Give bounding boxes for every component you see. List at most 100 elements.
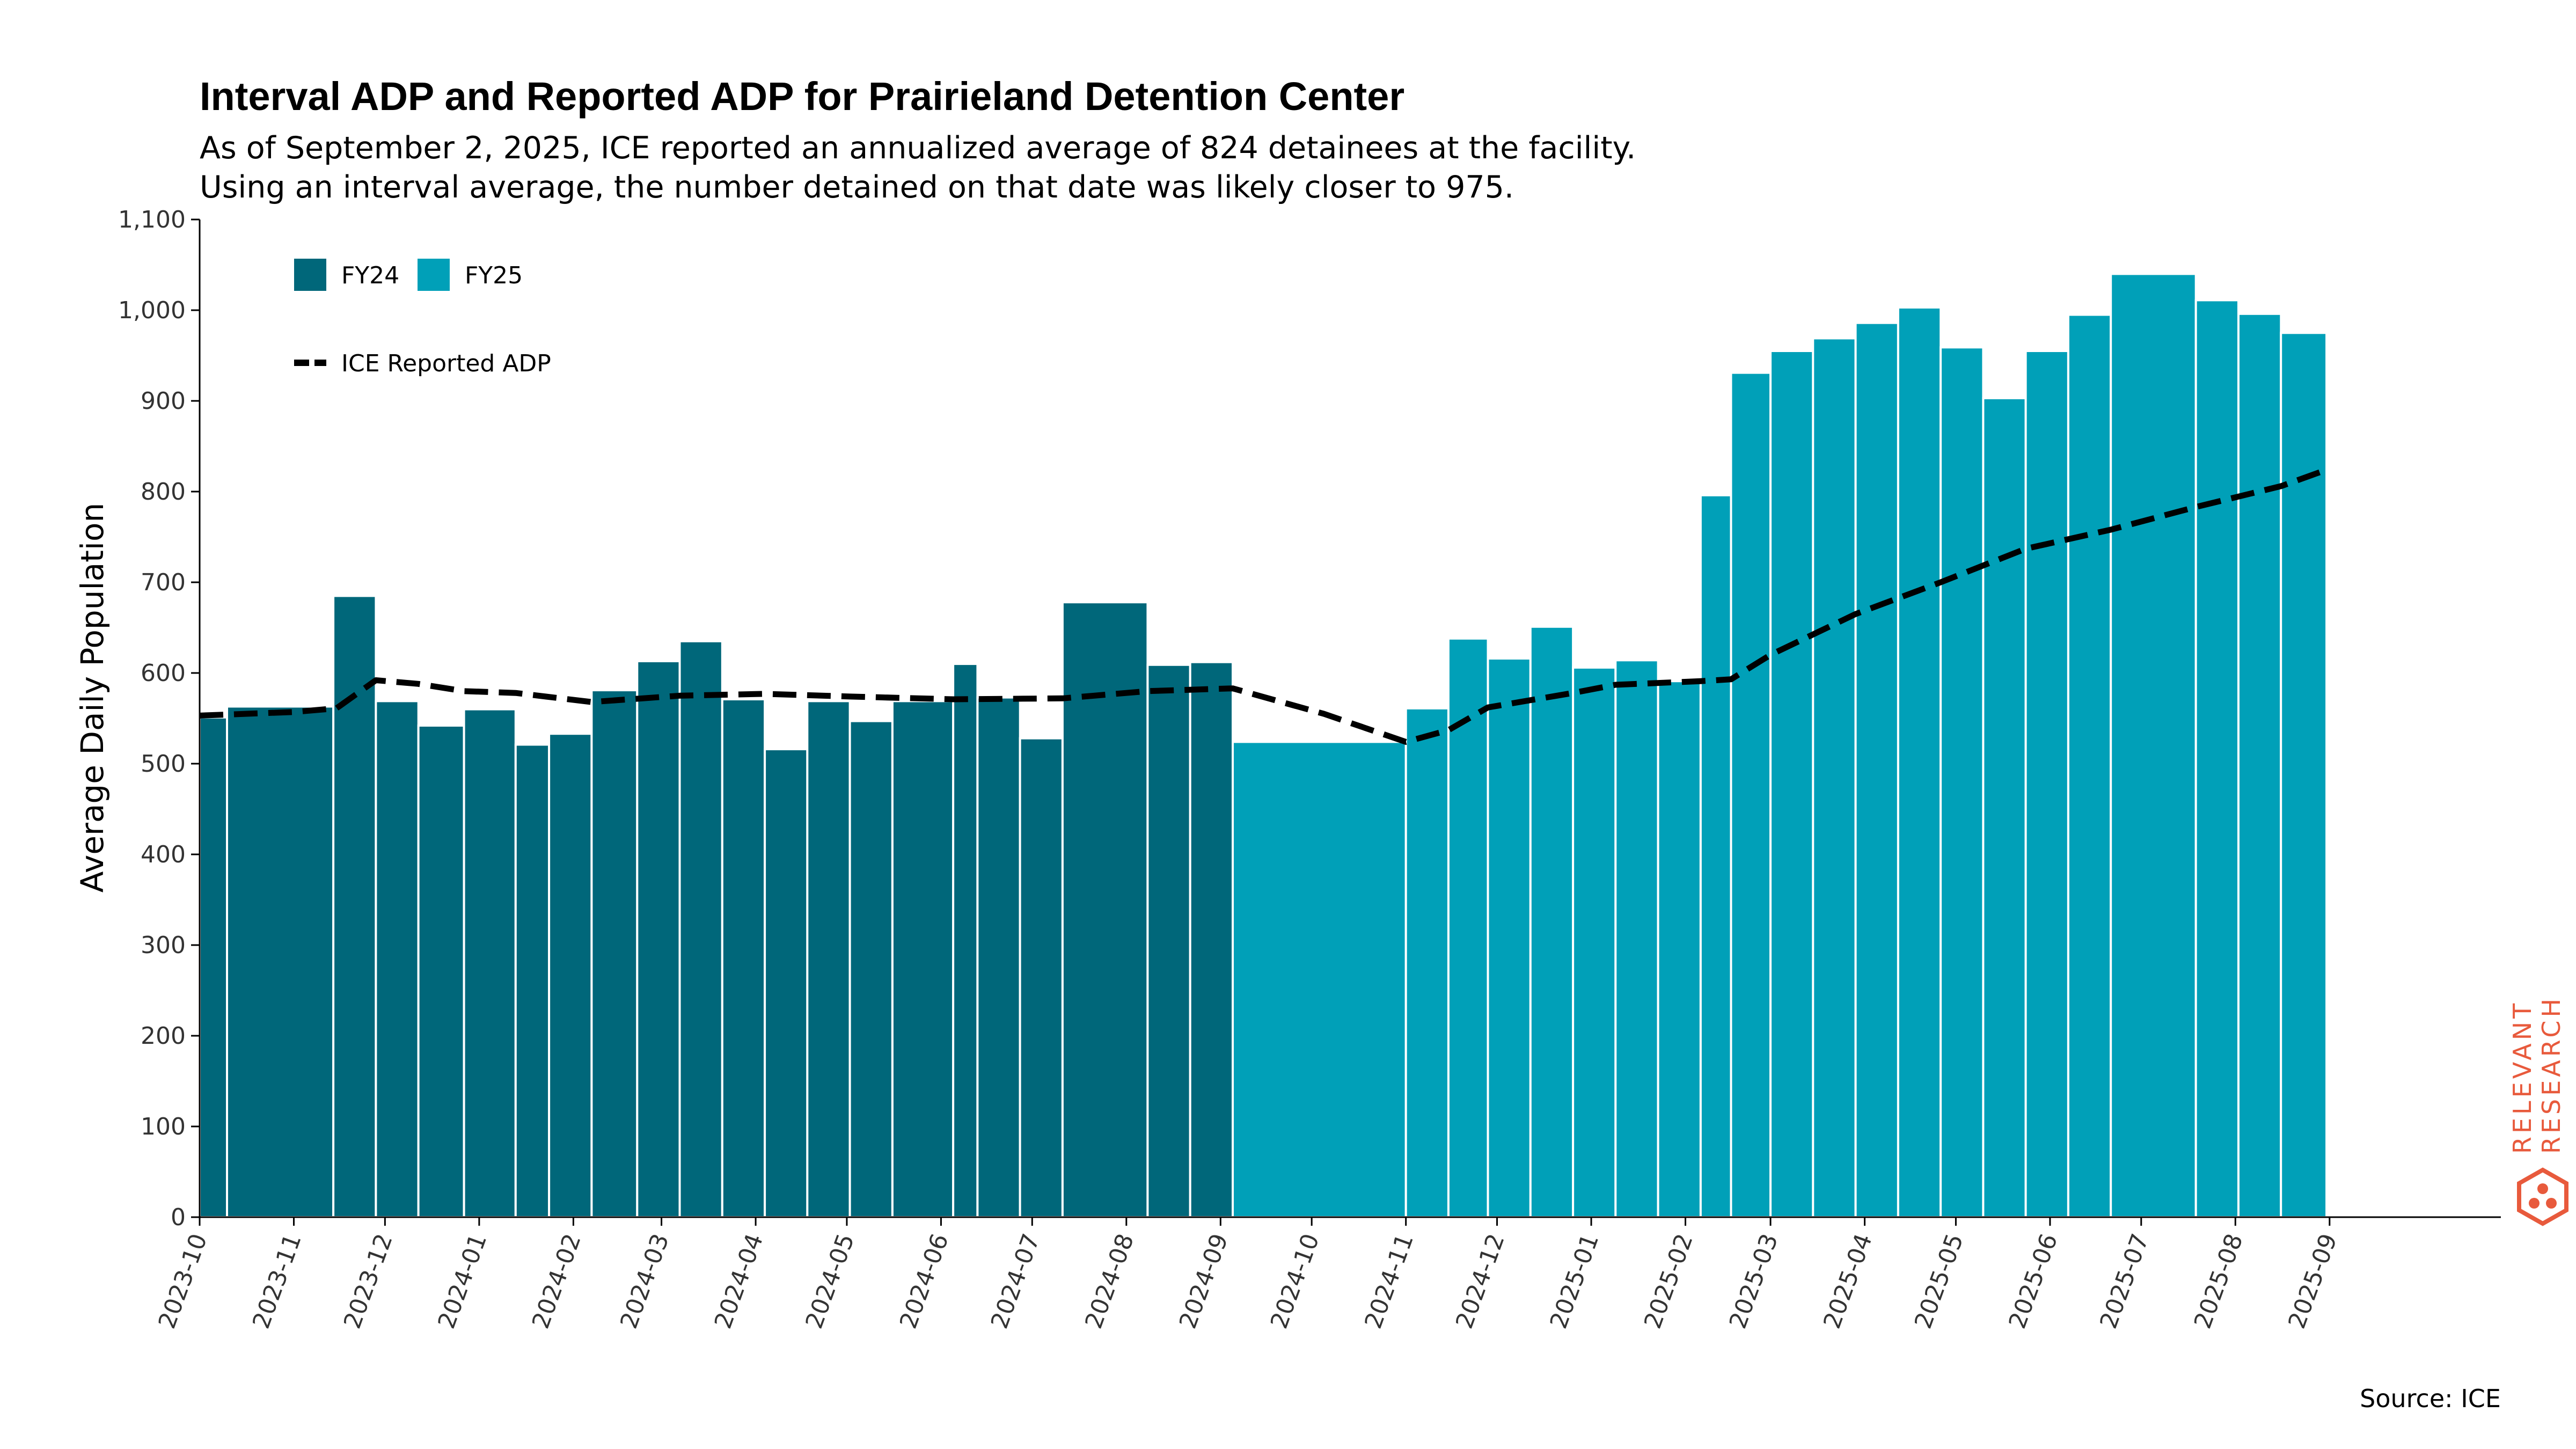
- bar-fy25-2025-01-23: [1657, 680, 1702, 1218]
- axes-group: [199, 219, 2501, 1218]
- x-tick-label: 2025-09: [2283, 1230, 2343, 1332]
- y-tick-label: 400: [141, 841, 186, 868]
- bar-fy24-2024-07-11: [1061, 601, 1149, 1218]
- y-tick-label: 200: [141, 1022, 186, 1050]
- bar-fy24-2023-12-27: [463, 708, 517, 1218]
- legend-label-fy25: FY25: [465, 262, 523, 289]
- bar-fy25-2025-02-06: [1699, 494, 1732, 1218]
- x-tick-label: 2024-12: [1451, 1230, 1510, 1332]
- x-tick-label: 2025-02: [1639, 1230, 1699, 1332]
- y-tick-label: 1,100: [118, 206, 186, 233]
- x-tick-labels: 2023-10 2023-11 2023-12 2024-01 2024-02 2024-…: [153, 1217, 2343, 1333]
- legend: FY24 FY25 ICE Reported ADP: [294, 259, 551, 377]
- legend-label-fy24: FY24: [341, 262, 399, 289]
- bar-fy24-2024-01-13: [514, 743, 551, 1218]
- x-tick-label: 2025-03: [1724, 1230, 1784, 1332]
- x-tick-label: 2024-05: [800, 1230, 860, 1332]
- y-tick-label: 800: [141, 478, 186, 506]
- x-tick-label: 2023-10: [153, 1230, 213, 1332]
- legend-label-reported-adp: ICE Reported ADP: [341, 350, 551, 377]
- y-axis-label: Average Daily Population: [74, 503, 111, 893]
- x-tick-label: 2025-05: [1909, 1230, 1969, 1332]
- y-tick-label: 1,000: [118, 297, 186, 324]
- bar-fy25-2024-12-26: [1572, 666, 1617, 1218]
- bar-fy24-2024-06-05: [952, 663, 979, 1218]
- bar-fy25-2025-04-12: [1897, 306, 1942, 1218]
- reported-adp-line: [199, 467, 2328, 745]
- bar-fy25-2025-05-24: [2024, 350, 2069, 1218]
- bar-fy25-2025-02-16: [1730, 371, 1772, 1218]
- brand-hexagon-icon: [2517, 1167, 2568, 1226]
- bar-fy25-2025-05-10: [1982, 397, 2027, 1218]
- bar-fy24-2024-05-16: [891, 700, 955, 1218]
- x-tick-label: 2024-06: [895, 1230, 954, 1332]
- x-tick-label: 2024-02: [527, 1230, 587, 1332]
- x-tick-label: 2025-06: [2003, 1230, 2063, 1332]
- bar-fy24-2023-10-10: [226, 705, 335, 1218]
- bar-fy24-2024-06-13: [976, 696, 1021, 1218]
- bar-fy24-2024-08-22: [1189, 661, 1234, 1218]
- x-tick-label: 2023-12: [339, 1230, 398, 1332]
- x-tick-label: 2024-09: [1174, 1230, 1234, 1332]
- source-note: Source: ICE: [2360, 1384, 2501, 1413]
- bar-fy25-2025-04-26: [1940, 346, 1985, 1218]
- chart-subtitle-line-2: Using an interval average, the number de…: [200, 170, 1514, 205]
- bar-fy25-2025-06-07: [2067, 313, 2112, 1218]
- bar-fy25-2024-11-01: [1404, 707, 1450, 1218]
- brand-text-research: RESEARCH: [2537, 996, 2566, 1154]
- bar-fy25-2025-03-29: [1854, 321, 1899, 1219]
- x-tick-label: 2025-07: [2095, 1230, 2154, 1332]
- bar-fy24-2024-08-08: [1146, 663, 1191, 1218]
- brand-dot-icon: [2546, 1198, 2557, 1209]
- brand-dot-icon: [2529, 1198, 2540, 1209]
- y-tick-label: 100: [141, 1113, 186, 1140]
- brand-logo: RELEVANT RESEARCH: [2508, 996, 2568, 1226]
- x-tick-label: 2025-01: [1545, 1230, 1605, 1332]
- bar-fy25-2025-07-19: [2194, 299, 2240, 1218]
- brand-text-relevant: RELEVANT: [2508, 1000, 2537, 1154]
- x-tick-label: 2024-01: [433, 1230, 492, 1332]
- x-tick-label: 2024-08: [1080, 1230, 1139, 1332]
- bar-fy24-2023-11-28: [375, 700, 420, 1218]
- bar-fy24-2024-04-04: [764, 748, 809, 1218]
- x-tick-label: 2024-10: [1265, 1230, 1325, 1332]
- bar-fy24-2024-01-24: [548, 733, 593, 1218]
- bar-fy25-2024-11-28: [1487, 657, 1532, 1218]
- bar-fy25-2024-09-05: [1232, 741, 1407, 1218]
- brand-dot-icon: [2537, 1183, 2548, 1194]
- legend-swatch-fy24: [294, 259, 326, 291]
- x-tick-label: 2024-04: [709, 1230, 769, 1332]
- x-tick-label: 2025-08: [2189, 1230, 2249, 1332]
- legend-swatch-fy25: [418, 259, 450, 291]
- y-tick-label: 900: [141, 387, 186, 415]
- reported-adp-line-group: [199, 467, 2328, 745]
- bar-fy24-2024-04-18: [806, 700, 851, 1218]
- bar-fy24-2023-12-12: [417, 724, 465, 1218]
- y-tick-label: 0: [171, 1204, 186, 1231]
- chart-subtitle-line-1: As of September 2, 2025, ICE reported an…: [200, 130, 1636, 166]
- bar-fy25-2025-01-09: [1614, 659, 1659, 1218]
- chart-title: Interval ADP and Reported ADP for Prairi…: [200, 74, 1404, 119]
- bar-fy25-2025-03-15: [1812, 337, 1857, 1218]
- x-tick-label: 2025-04: [1818, 1230, 1878, 1332]
- x-tick-label: 2024-11: [1359, 1230, 1419, 1332]
- bars-group: [199, 273, 2328, 1219]
- bar-fy25-2025-06-21: [2110, 273, 2197, 1218]
- bar-fy24-2024-03-21: [721, 698, 766, 1218]
- bar-fy24-2024-05-02: [848, 720, 894, 1218]
- bar-fy24-2024-02-22: [636, 660, 681, 1218]
- y-tick-label: 300: [141, 932, 186, 959]
- bar-fy25-2025-03-01: [1769, 350, 1814, 1218]
- y-tick-labels: 0 100 200 300 400 500 600 700 800 900 1,000 1,100: [118, 206, 200, 1231]
- bar-fy24-2024-02-07: [590, 689, 639, 1218]
- y-tick-label: 500: [141, 750, 186, 778]
- bar-fy24-2023-11-14: [332, 595, 377, 1218]
- bar-fy24-2024-06-27: [1019, 737, 1064, 1218]
- x-tick-label: 2024-07: [986, 1230, 1045, 1332]
- bar-fy25-2025-08-16: [2280, 332, 2328, 1219]
- y-tick-label: 600: [141, 660, 186, 687]
- bar-fy25-2024-12-12: [1529, 625, 1575, 1218]
- bar-fy25-2025-08-02: [2237, 312, 2282, 1218]
- x-tick-label: 2023-11: [247, 1230, 307, 1332]
